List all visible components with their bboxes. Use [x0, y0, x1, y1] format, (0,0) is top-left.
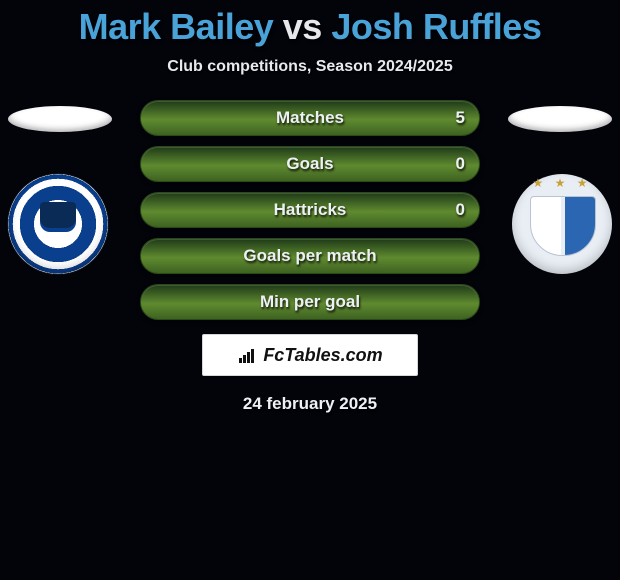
page-title: Mark Bailey vs Josh Ruffles — [0, 6, 620, 48]
stat-value-right: 0 — [456, 147, 465, 181]
title-vs: vs — [283, 6, 322, 47]
stat-label: Min per goal — [141, 285, 479, 319]
player1-head-placeholder — [8, 106, 112, 132]
stat-label: Goals per match — [141, 239, 479, 273]
bar-chart-icon — [237, 347, 257, 363]
brand-link[interactable]: FcTables.com — [202, 334, 418, 376]
stat-label: Goals — [141, 147, 479, 181]
club-crest-right — [512, 174, 612, 274]
stat-label: Matches — [141, 101, 479, 135]
club-crest-left — [8, 174, 108, 274]
stat-bar: Matches 5 — [140, 100, 480, 136]
stat-bars: Matches 5 Goals 0 Hattricks 0 Goals per … — [140, 100, 480, 320]
stage: Matches 5 Goals 0 Hattricks 0 Goals per … — [0, 100, 620, 414]
stat-label: Hattricks — [141, 193, 479, 227]
player2-head-placeholder — [508, 106, 612, 132]
stat-value-right: 5 — [456, 101, 465, 135]
stat-bar: Hattricks 0 — [140, 192, 480, 228]
stat-bar: Goals 0 — [140, 146, 480, 182]
title-player1: Mark Bailey — [79, 6, 274, 47]
stat-value-right: 0 — [456, 193, 465, 227]
subtitle: Club competitions, Season 2024/2025 — [0, 58, 620, 76]
header: Mark Bailey vs Josh Ruffles Club competi… — [0, 0, 620, 76]
title-player2: Josh Ruffles — [331, 6, 541, 47]
stat-bar: Min per goal — [140, 284, 480, 320]
brand-text: FcTables.com — [263, 345, 382, 366]
stat-bar: Goals per match — [140, 238, 480, 274]
date: 24 february 2025 — [0, 394, 620, 414]
